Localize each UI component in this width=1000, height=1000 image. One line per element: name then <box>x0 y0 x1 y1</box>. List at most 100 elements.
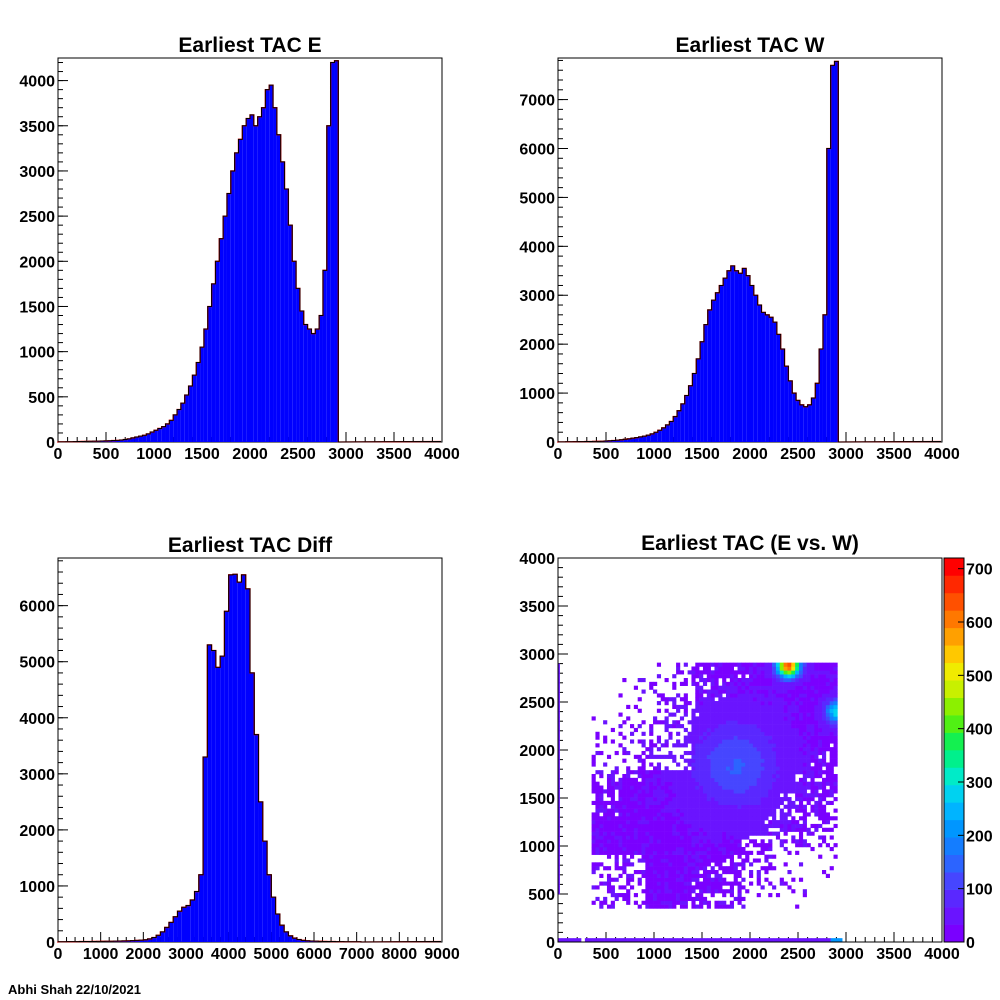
heatmap-cell <box>668 774 673 779</box>
heatmap-cell <box>653 720 658 725</box>
heatmap-cell <box>791 670 796 675</box>
heatmap-cell <box>653 777 658 782</box>
heatmap-cell <box>718 720 723 725</box>
heatmap-cell <box>645 770 650 775</box>
heatmap-cell <box>791 704 796 710</box>
heatmap-cell <box>822 870 827 875</box>
heatmap-cell <box>618 804 623 809</box>
heatmap-cell <box>687 670 692 675</box>
heatmap-cell <box>633 843 638 848</box>
heatmap-cell <box>664 873 669 878</box>
heatmap-cell <box>699 689 704 694</box>
heatmap-cell <box>775 716 781 721</box>
heatmap-cell <box>622 854 627 859</box>
heatmap-cell <box>729 762 734 767</box>
x-tick-label: 1000 <box>636 946 672 963</box>
heatmap-cell <box>726 827 731 832</box>
heatmap-cell <box>622 808 627 813</box>
heatmap-cell <box>626 766 631 771</box>
heatmap-cell <box>749 689 754 694</box>
heatmap-cell <box>783 781 788 786</box>
heatmap-cell <box>645 873 650 878</box>
heatmap-cell <box>687 739 692 744</box>
heatmap-cell <box>676 858 681 863</box>
y-tick-label: 0 <box>546 435 555 452</box>
heatmap-cell <box>814 804 819 809</box>
heatmap-cell <box>825 774 830 779</box>
heatmap-cell <box>683 735 688 740</box>
heatmap-cell <box>737 896 742 902</box>
heatmap-cell <box>641 900 646 905</box>
heatmap-cell <box>641 743 646 748</box>
heatmap-cell <box>714 870 719 875</box>
heatmap-cell <box>656 820 662 825</box>
heatmap-cell <box>726 789 731 794</box>
histogram-bar <box>700 341 704 442</box>
heatmap-cell <box>741 662 746 667</box>
heatmap-cell <box>825 800 830 806</box>
heatmap-cell <box>595 743 600 748</box>
heatmap-cell <box>565 938 570 942</box>
heatmap-cell <box>760 681 765 686</box>
heatmap-cell <box>806 716 811 721</box>
x-tick-label: 500 <box>593 446 620 463</box>
heatmap-cell <box>683 804 688 809</box>
histogram-bar <box>242 125 247 442</box>
heatmap-cell <box>699 743 704 748</box>
heatmap-cell <box>637 804 642 809</box>
heatmap-cell <box>710 701 715 706</box>
heatmap-cell <box>795 674 800 679</box>
heatmap-cell <box>710 712 715 717</box>
heatmap-cell <box>699 850 704 855</box>
heatmap-cell <box>653 870 658 875</box>
histogram-bar <box>288 935 293 942</box>
heatmap-cell <box>664 885 669 890</box>
heatmap-cell <box>656 896 662 902</box>
heatmap-cell <box>783 762 788 767</box>
heatmap-cell <box>737 804 742 809</box>
heatmap-cell <box>656 662 662 667</box>
heatmap-cell <box>591 781 596 786</box>
heatmap-cell <box>814 770 819 775</box>
heatmap-cell <box>737 862 742 867</box>
heatmap-cell <box>741 727 746 733</box>
heatmap-cell <box>668 820 673 825</box>
heatmap-cell <box>764 720 769 725</box>
heatmap-cell <box>779 750 784 756</box>
heatmap-cell <box>699 889 704 894</box>
heatmap-cell <box>683 893 688 898</box>
heatmap-cell <box>656 881 662 886</box>
heatmap-cell <box>645 816 650 821</box>
heatmap-cell <box>775 797 781 802</box>
heatmap-cell <box>795 750 800 756</box>
heatmap-cell <box>718 670 723 675</box>
heatmap-cell <box>756 701 761 706</box>
heatmap-cell <box>783 839 788 844</box>
heatmap-cell <box>683 770 688 775</box>
heatmap-cell <box>668 881 673 886</box>
heatmap-cell <box>772 781 777 786</box>
heatmap-cell <box>772 800 777 806</box>
heatmap-cell <box>656 789 662 794</box>
heatmap-cell <box>699 839 704 844</box>
heatmap-cell <box>798 793 804 798</box>
heatmap-cell <box>722 785 727 790</box>
heatmap-cell <box>802 727 807 733</box>
heatmap-cell <box>775 754 781 759</box>
heatmap-cell <box>741 750 746 756</box>
histogram-bar <box>192 375 197 442</box>
heatmap-cell <box>656 885 662 890</box>
heatmap-cell <box>622 720 627 725</box>
heatmap-cell <box>603 839 608 844</box>
heatmap-cell <box>654 938 659 942</box>
heatmap-cell <box>729 770 734 775</box>
colorbar-segment <box>944 715 964 733</box>
heatmap-cell <box>722 777 727 782</box>
heatmap-cell <box>706 846 711 852</box>
heatmap-cell <box>802 739 807 744</box>
histogram-bar <box>115 440 120 442</box>
heatmap-cell <box>775 789 781 794</box>
heatmap-cell <box>775 747 781 752</box>
heatmap-cell <box>829 781 834 786</box>
heatmap-cell <box>603 816 608 821</box>
